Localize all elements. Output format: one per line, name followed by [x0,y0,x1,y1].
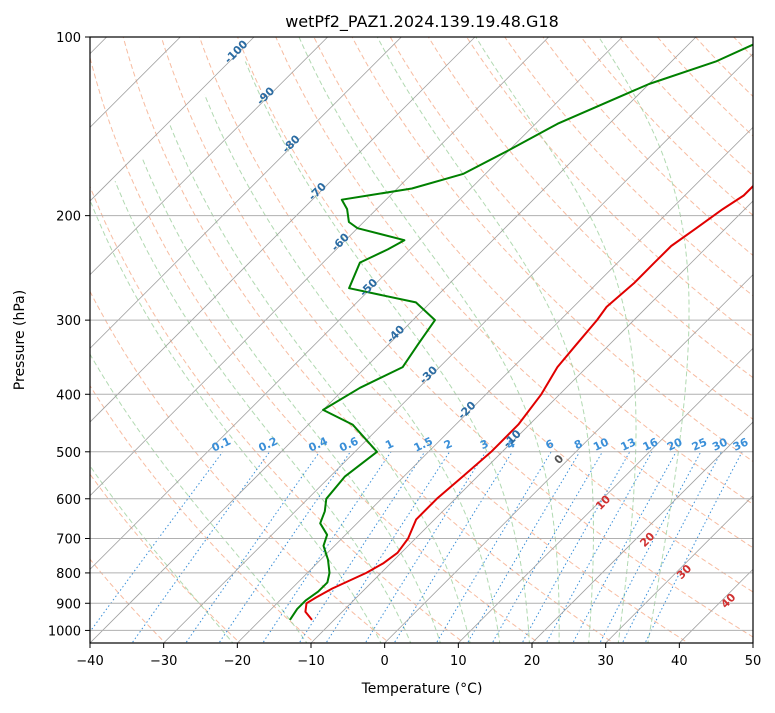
theta-label: 10 [593,492,613,512]
x-tick-label: −10 [297,654,324,669]
moist-adiabat [0,298,235,646]
mixing-ratio-label: 10 [591,435,611,453]
y-tick-label: 600 [56,493,81,508]
x-tick-label: 40 [671,654,688,669]
dry-adiabat [0,24,243,646]
y-tick-label: 300 [56,314,81,329]
dry-adiabat [646,24,775,646]
isotherm [753,37,775,643]
y-tick-label: 500 [56,446,81,461]
isotherm-label: -40 [384,322,407,345]
mixing-ratio-label: 6 [544,437,557,452]
isotherm [0,37,254,643]
y-tick-label: 100 [56,31,81,46]
mixing-ratio-line [393,452,513,646]
mixing-ratio-line [435,452,551,646]
dewpoint-profile [290,37,770,620]
moist-adiabat [476,37,636,645]
x-tick-label: −40 [76,654,103,669]
dry-adiabat [721,24,775,646]
dry-adiabat [759,24,775,646]
mixing-ratio-label: 16 [641,435,661,453]
isotherm-label: -80 [280,132,303,155]
isotherm-label: -60 [329,230,352,253]
moist-adiabat [299,37,559,645]
dry-adiabat [345,24,775,646]
mixing-ratio-label: 30 [710,435,730,453]
x-tick-label: 10 [450,654,467,669]
moist-adiabat [142,158,441,645]
dry-adiabat [7,24,393,646]
dry-adiabat [308,24,775,646]
isotherm-label: -100 [222,37,251,66]
isotherm [458,37,775,643]
y-tick-label: 900 [56,597,81,612]
isotherm [237,37,775,643]
temperature-profile [305,37,775,620]
x-axis-label: Temperature (°C) [361,681,483,697]
mixing-ratio-line [572,452,677,646]
mixing-ratio-label: 1 [383,437,395,452]
isotherm [0,37,475,643]
dry-adiabat [496,24,775,646]
theta-label: 30 [674,562,694,582]
dry-adiabat [383,24,775,646]
isotherm-label: -50 [357,276,380,299]
mixing-ratio-label: 20 [665,435,685,453]
dry-adiabat [0,24,318,646]
x-tick-label: 50 [745,654,762,669]
x-tick-label: 0 [381,654,389,669]
x-tick-label: −20 [224,654,251,669]
dry-adiabat [684,24,775,646]
moist-adiabat [205,95,501,646]
x-tick-label: 30 [597,654,614,669]
mixing-ratio-line [599,452,701,646]
moist-adiabat [377,37,593,645]
dry-adiabat [533,24,775,646]
mixing-ratio-line [644,452,742,646]
isotherm [532,37,775,643]
mixing-ratio-line [80,452,223,646]
isotherm-label: -70 [306,180,329,203]
dry-adiabat [421,24,775,646]
isotherm [0,37,328,643]
theta-label: 20 [637,529,657,549]
isotherm-label: -90 [254,84,277,107]
mixing-ratio-label: 3 [478,437,490,452]
isotherm [679,37,775,643]
theta-label: 0 [552,452,567,467]
mixing-ratio-label: 36 [731,435,751,453]
mixing-ratio-label: 13 [619,436,638,454]
x-tick-label: −30 [150,654,177,669]
dry-adiabat [82,24,542,646]
isotherm-label: -10 [501,427,524,450]
dry-adiabat [458,24,775,646]
y-tick-label: 400 [56,388,81,403]
isotherm-label: -20 [455,399,478,422]
mixing-ratio-line [466,452,580,646]
mixing-ratio-line [325,452,450,646]
y-axis-label: Pressure (hPa) [12,290,28,390]
y-tick-label: 200 [56,210,81,225]
mixing-ratio-label: 25 [690,436,709,454]
x-tick-label: 20 [524,654,541,669]
isotherm-label: -30 [417,363,440,386]
mixing-ratio-label: 2 [442,437,454,452]
y-tick-label: 1000 [48,624,81,639]
dry-adiabat [571,24,775,646]
y-tick-label: 700 [56,533,81,548]
dry-adiabat [270,24,775,646]
mixing-ratio-line [364,452,486,646]
chart-title: wetPf2_PAZ1.2024.139.19.48.G18 [285,12,559,32]
theta-label: 40 [718,591,738,611]
y-tick-label: 800 [56,567,81,582]
isotherm [16,37,622,643]
isotherm [311,37,775,643]
isotherm [164,37,770,643]
